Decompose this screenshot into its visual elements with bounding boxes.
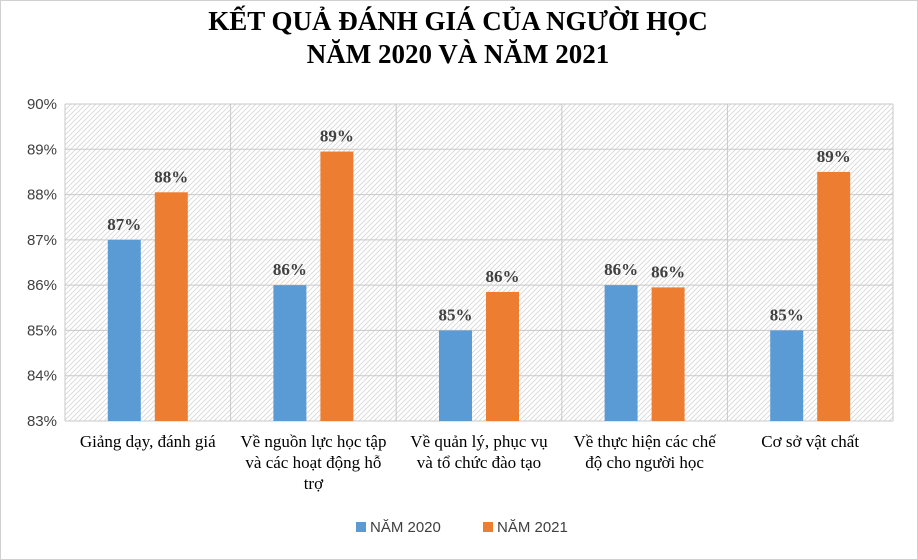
plot-area <box>65 104 893 421</box>
data-label: 88% <box>154 167 188 186</box>
legend-swatch <box>483 522 493 532</box>
gridlines <box>64 103 894 422</box>
x-category-label: Về quản lý, phục vụ <box>410 432 548 451</box>
y-tick-label: 90% <box>27 96 57 113</box>
chart-title-line: NĂM 2020 VÀ NĂM 2021 <box>307 39 609 69</box>
y-tick-label: 85% <box>27 322 57 339</box>
y-tick-label: 89% <box>27 141 57 158</box>
y-tick-label: 83% <box>27 413 57 430</box>
x-category-label: Cơ sở vật chất <box>761 432 859 451</box>
x-category-label: và các hoạt động hỗ <box>245 453 381 472</box>
y-tick-label: 88% <box>27 187 57 204</box>
bars <box>107 151 851 422</box>
bar-2021-2 <box>486 291 519 421</box>
bar-2020-3 <box>604 285 638 421</box>
x-category-label: Về thực hiện các chế <box>573 432 716 451</box>
data-label: 86% <box>486 267 520 286</box>
x-category-label: Về nguồn lực học tập <box>240 432 386 451</box>
legend: NĂM 2020 NĂM 2021 <box>356 519 568 536</box>
y-tick-label: 87% <box>27 232 57 249</box>
bar-2020-2 <box>439 330 472 421</box>
data-label: 86% <box>604 260 638 279</box>
chart-title-line: KẾT QUẢ ĐÁNH GIÁ CỦA NGƯỜI HỌC <box>208 5 708 36</box>
bar-2020-0 <box>107 239 141 421</box>
bar-2021-1 <box>320 151 354 422</box>
bar-2021-3 <box>651 287 685 421</box>
legend-label: NĂM 2020 <box>370 519 441 536</box>
data-label: 86% <box>651 262 685 281</box>
bar-2021-4 <box>817 171 851 421</box>
data-label: 86% <box>273 260 307 279</box>
data-label: 89% <box>320 127 354 146</box>
y-axis-ticks: 83% 84% 85% 86% 87% 88% 89% 90% <box>27 96 57 430</box>
legend-swatch <box>356 522 366 532</box>
y-tick-label: 86% <box>27 277 57 294</box>
x-category-label: độ cho người học <box>585 453 704 472</box>
bar-2020-1 <box>273 285 307 421</box>
x-category-label: Giảng dạy, đánh giá <box>80 432 216 451</box>
y-tick-label: 84% <box>27 368 57 385</box>
data-label: 89% <box>817 147 851 166</box>
data-label: 87% <box>107 215 141 234</box>
data-labels: 87% 86% 85% 86% 85% 88% 89% 86% 86% 89% <box>107 127 850 325</box>
legend-label: NĂM 2021 <box>497 519 568 536</box>
bar-2020-4 <box>770 330 804 421</box>
data-label: 85% <box>770 305 804 324</box>
x-axis-categories: Giảng dạy, đánh giá Về nguồn lực học tập v… <box>80 432 859 493</box>
x-category-label: trợ <box>304 474 324 493</box>
data-label: 85% <box>439 305 473 324</box>
x-category-label: và tổ chức đào tạo <box>417 453 541 472</box>
bar-2021-0 <box>154 192 188 421</box>
